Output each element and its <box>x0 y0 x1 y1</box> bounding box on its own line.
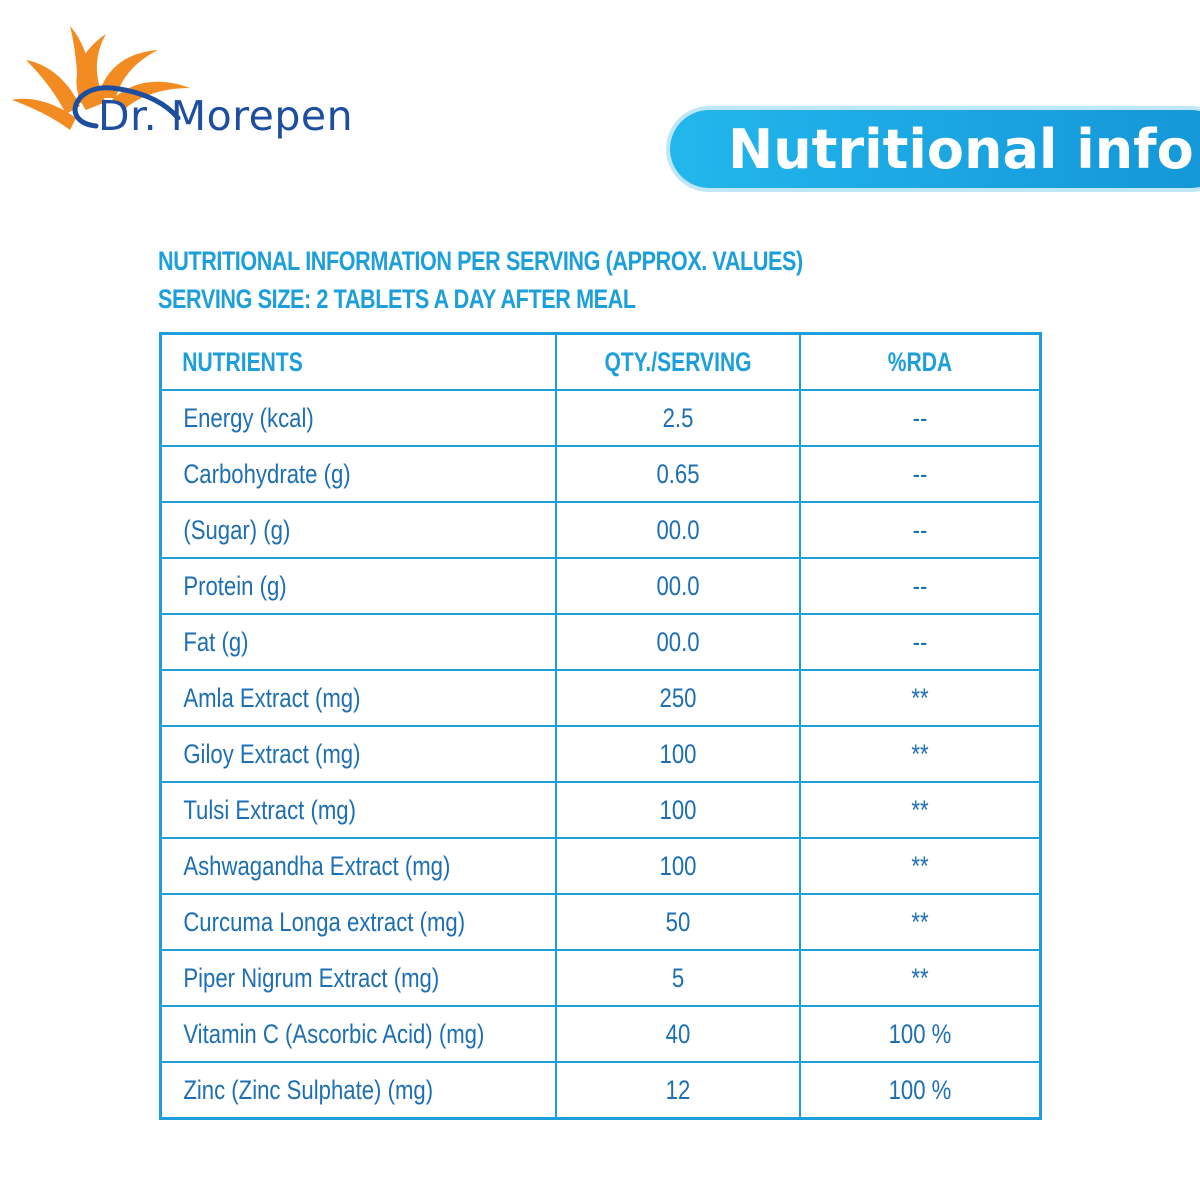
column-header-nutrients: NUTRIENTS <box>159 332 558 391</box>
nutrient-rda: 100 % <box>799 1061 1042 1120</box>
nutrient-qty: 50 <box>555 893 802 951</box>
table-row: Zinc (Zinc Sulphate) (mg) 12 100 % <box>159 1061 1042 1120</box>
table-row: Tulsi Extract (mg) 100 ** <box>159 781 1042 839</box>
nutrient-rda: -- <box>799 613 1042 671</box>
nutrient-qty: 250 <box>555 669 802 727</box>
nutrient-name: (Sugar) (g) <box>159 501 558 559</box>
nutrient-qty: 5 <box>555 949 802 1007</box>
table-row: Giloy Extract (mg) 100 ** <box>159 725 1042 783</box>
nutrient-rda: -- <box>799 557 1042 615</box>
table-header-row: NUTRIENTS QTY./SERVING %RDA <box>159 332 1042 391</box>
nutrient-name: Protein (g) <box>159 557 558 615</box>
sun-logo-icon <box>12 26 190 130</box>
column-header-qty: QTY./SERVING <box>555 332 802 391</box>
banner-title: Nutritional info <box>728 118 1194 181</box>
nutrient-rda: ** <box>799 781 1042 839</box>
nutrient-name: Zinc (Zinc Sulphate) (mg) <box>159 1061 558 1120</box>
nutrient-name: Fat (g) <box>159 613 558 671</box>
nutrient-rda: ** <box>799 669 1042 727</box>
nutrient-name: Amla Extract (mg) <box>159 669 558 727</box>
serving-size-heading: SERVING SIZE: 2 TABLETS A DAY AFTER MEAL <box>158 284 636 314</box>
nutrient-rda: -- <box>799 445 1042 503</box>
nutrient-name: Energy (kcal) <box>159 389 558 447</box>
brand-logo: Dr. Morepen <box>8 14 378 144</box>
table-row: Fat (g) 00.0 -- <box>159 613 1042 671</box>
nutrient-rda: ** <box>799 893 1042 951</box>
nutrient-qty: 100 <box>555 837 802 895</box>
nutrient-qty: 100 <box>555 781 802 839</box>
nutrient-qty: 40 <box>555 1005 802 1063</box>
nutrient-rda: ** <box>799 837 1042 895</box>
nutrient-qty: 00.0 <box>555 501 802 559</box>
nutrient-name: Piper Nigrum Extract (mg) <box>159 949 558 1007</box>
nutrient-name: Ashwagandha Extract (mg) <box>159 837 558 895</box>
nutrient-rda: -- <box>799 501 1042 559</box>
table-row: Protein (g) 00.0 -- <box>159 557 1042 615</box>
nutrient-qty: 0.65 <box>555 445 802 503</box>
column-header-rda: %RDA <box>799 332 1042 391</box>
nutrient-name: Vitamin C (Ascorbic Acid) (mg) <box>159 1005 558 1063</box>
nutrient-qty: 100 <box>555 725 802 783</box>
nutrient-name: Carbohydrate (g) <box>159 445 558 503</box>
nutrient-rda: ** <box>799 725 1042 783</box>
nutrition-table: NUTRIENTS QTY./SERVING %RDA Energy (kcal… <box>159 332 1042 1120</box>
table-row: Ashwagandha Extract (mg) 100 ** <box>159 837 1042 895</box>
nutrient-name: Curcuma Longa extract (mg) <box>159 893 558 951</box>
nutrient-qty: 12 <box>555 1061 802 1120</box>
info-heading: NUTRITIONAL INFORMATION PER SERVING (APP… <box>158 246 803 276</box>
table-row: Amla Extract (mg) 250 ** <box>159 669 1042 727</box>
nutrient-qty: 00.0 <box>555 557 802 615</box>
nutrient-rda: 100 % <box>799 1005 1042 1063</box>
nutrient-rda: -- <box>799 389 1042 447</box>
nutrient-rda: ** <box>799 949 1042 1007</box>
nutrient-name: Tulsi Extract (mg) <box>159 781 558 839</box>
section-banner: Nutritional info <box>670 110 1200 188</box>
table-row: Piper Nigrum Extract (mg) 5 ** <box>159 949 1042 1007</box>
nutrient-qty: 2.5 <box>555 389 802 447</box>
table-row: Curcuma Longa extract (mg) 50 ** <box>159 893 1042 951</box>
nutrient-qty: 00.0 <box>555 613 802 671</box>
nutrient-name: Giloy Extract (mg) <box>159 725 558 783</box>
table-row: Energy (kcal) 2.5 -- <box>159 389 1042 447</box>
table-row: Carbohydrate (g) 0.65 -- <box>159 445 1042 503</box>
brand-name: Dr. Morepen <box>98 92 354 140</box>
table-row: Vitamin C (Ascorbic Acid) (mg) 40 100 % <box>159 1005 1042 1063</box>
table-row: (Sugar) (g) 00.0 -- <box>159 501 1042 559</box>
